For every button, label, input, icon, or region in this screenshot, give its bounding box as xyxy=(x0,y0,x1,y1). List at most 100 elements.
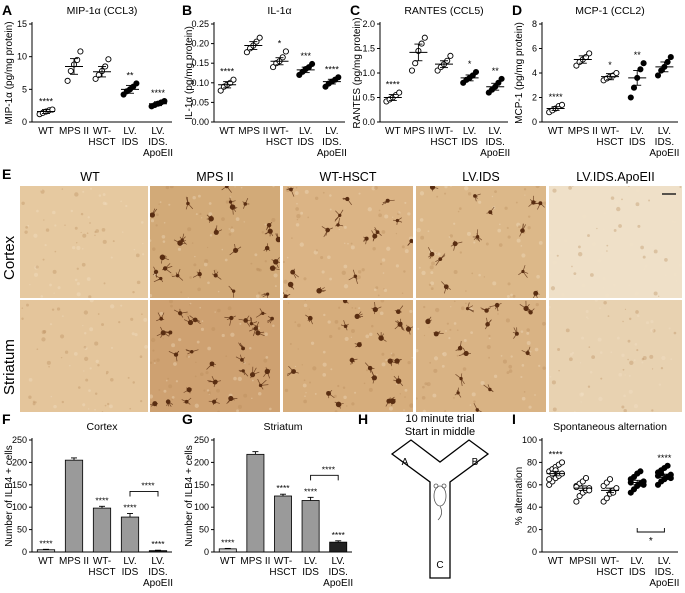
tissue-grain xyxy=(86,277,91,281)
stained-cell-process xyxy=(391,359,398,362)
tissue-grain xyxy=(516,222,521,227)
x-tick-label-f: WT xyxy=(38,556,54,567)
significance-c: ** xyxy=(492,66,500,76)
tissue-grain xyxy=(171,395,175,399)
tissue-grain xyxy=(158,203,160,205)
stained-cell-process xyxy=(290,284,293,289)
tissue-grain xyxy=(552,407,557,412)
tissue-grain xyxy=(150,337,156,343)
stained-cell-process xyxy=(540,202,545,208)
x-tick-label-d: WT- xyxy=(601,126,619,137)
tissue-grain xyxy=(80,212,84,216)
tissue-grain xyxy=(418,266,421,269)
stained-cell-process xyxy=(267,318,273,324)
tissue-grain xyxy=(264,223,267,226)
stained-cell xyxy=(238,315,251,327)
tissue-grain xyxy=(430,287,434,291)
tissue-grain xyxy=(76,292,81,297)
micrograph-texture xyxy=(283,186,413,298)
tissue-grain xyxy=(629,360,634,365)
tissue-grain xyxy=(257,392,262,396)
stained-cell xyxy=(534,201,545,210)
tissue-grain xyxy=(351,402,355,406)
tissue-grain xyxy=(502,359,507,364)
tissue-grain xyxy=(506,371,510,375)
tissue-grain xyxy=(211,327,216,331)
tissue-grain xyxy=(549,233,552,237)
significance-i: **** xyxy=(549,449,564,459)
tissue-grain xyxy=(35,265,39,269)
stained-cell xyxy=(349,357,358,365)
tissue-grain xyxy=(194,255,196,258)
tissue-grain xyxy=(658,383,662,386)
tissue-grain xyxy=(44,243,47,247)
tissue-grain xyxy=(84,356,89,361)
tissue-grain xyxy=(170,273,174,277)
stained-cell-process xyxy=(252,367,257,375)
stained-cell-process xyxy=(345,326,348,331)
tissue-grain xyxy=(473,400,476,403)
stained-cell-body xyxy=(316,288,322,294)
panel-label-g: G xyxy=(182,411,193,427)
stained-cell-process xyxy=(473,236,478,240)
stained-cell-process xyxy=(455,241,463,245)
data-point-i xyxy=(558,459,566,466)
tissue-grain xyxy=(81,262,86,267)
stained-cell xyxy=(321,226,333,238)
stained-cell-process xyxy=(242,201,246,205)
tissue-grain xyxy=(33,272,39,277)
tissue-grain xyxy=(178,338,182,342)
stained-cell-process xyxy=(160,326,164,333)
stained-cell xyxy=(429,186,439,192)
stained-cell xyxy=(255,308,267,318)
y-tick-label-f: 250 xyxy=(12,435,27,445)
significance-g: **** xyxy=(332,530,346,540)
tissue-grain xyxy=(314,392,317,395)
stained-cell-process xyxy=(186,387,190,391)
micrograph-0-4 xyxy=(549,186,682,298)
stained-cell xyxy=(376,332,387,342)
tissue-grain xyxy=(593,186,598,191)
stained-cell-process xyxy=(535,293,540,295)
stained-cell-process xyxy=(275,261,279,269)
maze-arm-b: B xyxy=(472,457,479,468)
y-tick-label-f: 50 xyxy=(17,525,27,535)
tissue-grain xyxy=(330,368,333,371)
tissue-grain xyxy=(356,275,361,280)
stained-cell-process xyxy=(186,349,192,353)
tissue-grain xyxy=(520,245,523,247)
stained-cell-process xyxy=(161,268,166,271)
tissue-grain xyxy=(294,321,297,323)
tissue-grain xyxy=(650,328,655,333)
x-tick-label-a: WT xyxy=(38,126,54,137)
stained-cell-process xyxy=(212,401,215,406)
y-axis-label-a: MIP-1α (pg/mg protein) xyxy=(4,21,15,124)
tissue-grain xyxy=(43,219,45,221)
x-tick-label-f: HSCT xyxy=(88,567,115,578)
stained-cell xyxy=(348,269,358,284)
tissue-grain xyxy=(27,224,30,227)
tissue-grain xyxy=(596,227,598,230)
tissue-grain xyxy=(453,396,455,399)
tissue-grain xyxy=(386,246,391,251)
tissue-grain xyxy=(34,265,39,270)
tissue-grain xyxy=(524,194,526,196)
tissue-grain xyxy=(24,230,28,234)
tissue-grain xyxy=(441,364,445,368)
stained-cell-process xyxy=(239,342,244,349)
tissue-grain xyxy=(84,346,88,350)
tissue-grain xyxy=(492,281,497,286)
tissue-grain xyxy=(578,245,581,249)
tissue-grain xyxy=(322,350,326,354)
y-axis-label-c: RANTES (pg/mg protein) xyxy=(352,17,363,128)
tissue-grain xyxy=(155,224,158,227)
tissue-grain xyxy=(388,406,393,411)
tissue-grain xyxy=(385,358,388,361)
tissue-grain xyxy=(283,260,285,264)
tissue-grain xyxy=(464,186,469,191)
stained-cell xyxy=(229,243,242,256)
tissue-grain xyxy=(453,269,458,274)
stained-cell xyxy=(269,265,280,271)
data-point-a xyxy=(95,71,102,79)
tissue-grain xyxy=(510,355,513,358)
